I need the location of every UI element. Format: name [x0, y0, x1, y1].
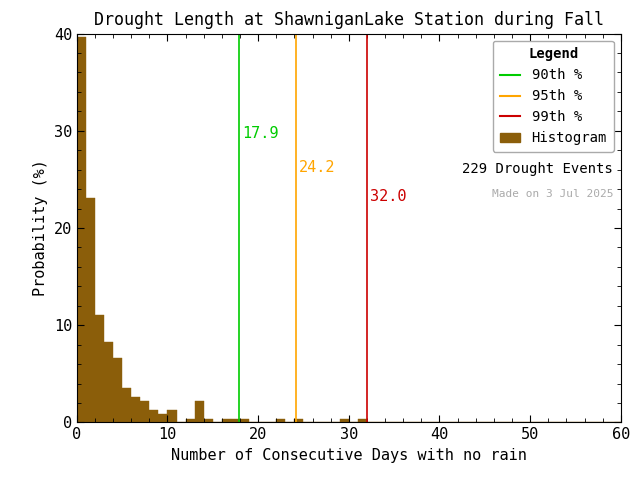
Bar: [294, 419, 303, 422]
Bar: [86, 198, 95, 422]
Bar: [158, 414, 168, 422]
Text: 24.2: 24.2: [299, 160, 335, 175]
Bar: [77, 36, 86, 422]
X-axis label: Number of Consecutive Days with no rain: Number of Consecutive Days with no rain: [171, 448, 527, 463]
Bar: [122, 388, 131, 422]
Y-axis label: Probability (%): Probability (%): [33, 159, 48, 297]
Bar: [104, 342, 113, 422]
Bar: [168, 410, 177, 422]
Text: 229 Drought Events: 229 Drought Events: [463, 162, 613, 176]
Bar: [95, 315, 104, 422]
Bar: [222, 419, 231, 422]
Bar: [131, 397, 140, 422]
Bar: [240, 419, 249, 422]
Bar: [186, 419, 195, 422]
Bar: [195, 401, 204, 422]
Bar: [113, 358, 122, 422]
Bar: [340, 419, 349, 422]
Text: 32.0: 32.0: [370, 189, 406, 204]
Bar: [149, 410, 158, 422]
Bar: [231, 419, 240, 422]
Text: Made on 3 Jul 2025: Made on 3 Jul 2025: [492, 190, 613, 200]
Bar: [276, 419, 285, 422]
Text: 17.9: 17.9: [242, 126, 278, 141]
Legend: 90th %, 95th %, 99th %, Histogram: 90th %, 95th %, 99th %, Histogram: [493, 40, 614, 152]
Bar: [140, 401, 149, 422]
Bar: [204, 419, 212, 422]
Title: Drought Length at ShawniganLake Station during Fall: Drought Length at ShawniganLake Station …: [94, 11, 604, 29]
Bar: [358, 419, 367, 422]
